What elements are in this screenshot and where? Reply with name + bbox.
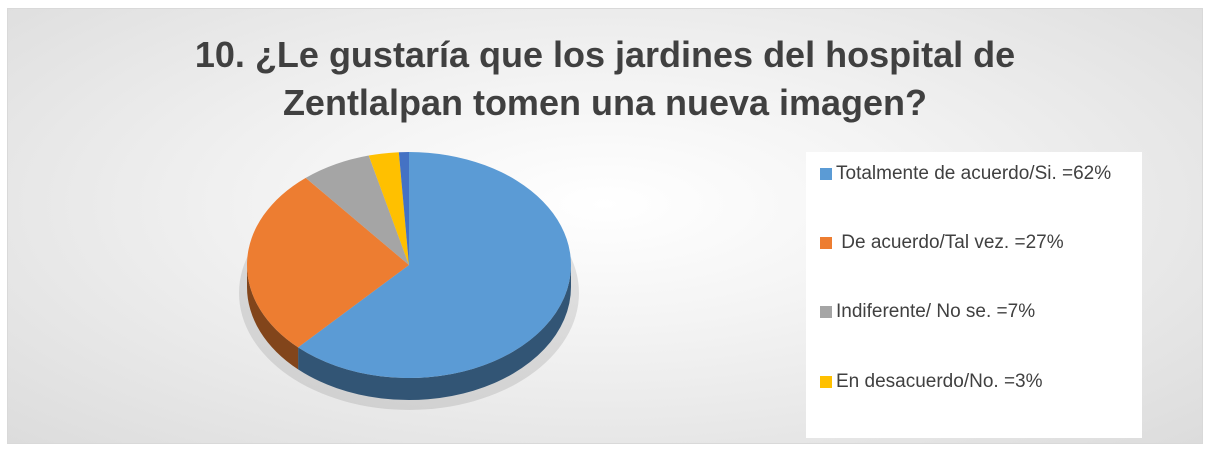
- legend-label-2: De acuerdo/Tal vez. =27%: [836, 232, 1064, 253]
- legend-label-4: En desacuerdo/No. =3%: [836, 371, 1043, 392]
- pie-slices: [247, 152, 572, 378]
- legend-item-1: Totalmente de acuerdo/Si. =62%: [820, 162, 1111, 186]
- pie-sides: [247, 265, 571, 400]
- legend-item-3: Indiferente/ No se. =7%: [820, 300, 1035, 324]
- legend-swatch-3: [820, 306, 832, 318]
- pie-side-2: [247, 265, 299, 370]
- pie-chart: [239, 152, 579, 410]
- pie-slice-2: [247, 177, 409, 348]
- legend: Totalmente de acuerdo/Si. =62% De acuerd…: [806, 152, 1142, 438]
- pie-slice-1: [298, 152, 572, 378]
- chart-title-line-2: Zentlalpan tomen una nueva imagen?: [282, 82, 928, 123]
- legend-swatch-2: [820, 237, 832, 249]
- pie-side-1: [298, 265, 571, 400]
- legend-item-4: En desacuerdo/No. =3%: [820, 370, 1043, 394]
- chart-title-line-1: 10. ¿Le gustaría que los jardines del ho…: [194, 34, 1016, 75]
- legend-swatch-1: [820, 168, 832, 180]
- legend-item-2: De acuerdo/Tal vez. =27%: [820, 231, 1064, 255]
- pie-slice-4: [368, 152, 409, 265]
- legend-label-3: Indiferente/ No se. =7%: [836, 301, 1036, 322]
- chart-title: 10. ¿Le gustaría que los jardines del ho…: [8, 31, 1202, 127]
- legend-swatch-4: [820, 376, 832, 388]
- chart-area: 10. ¿Le gustaría que los jardines del ho…: [7, 8, 1203, 444]
- pie-slice-3: [305, 155, 409, 265]
- pie-slice-5: [398, 152, 409, 265]
- legend-label-1: Totalmente de acuerdo/Si. =62%: [836, 163, 1112, 184]
